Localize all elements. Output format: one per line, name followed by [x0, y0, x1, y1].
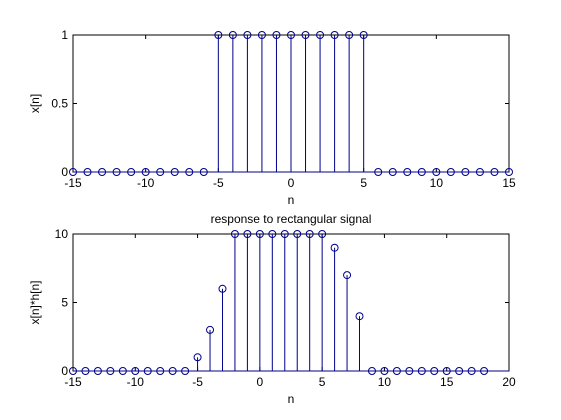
x-tick-label: -5: [192, 375, 203, 389]
x-tick-label: 0: [257, 375, 264, 389]
stem-marker: [330, 31, 339, 39]
y-tick-label: 0: [61, 165, 68, 179]
x-tick-label: 0: [288, 176, 295, 190]
top-stem-plot: -15 -10 -5 0 5 10 15 0 0.5 1 n x[n]: [28, 28, 516, 207]
y-axis-label: x[n]*h[n]: [28, 280, 42, 324]
x-tick-label: 15: [502, 176, 516, 190]
stem-marker: [316, 31, 325, 39]
stem-marker: [293, 230, 302, 238]
y-tick-label: 0: [61, 364, 68, 378]
stem-marker: [330, 243, 339, 252]
stem-marker: [228, 31, 237, 39]
stem-marker: [345, 31, 354, 39]
x-tick-label: 5: [360, 176, 367, 190]
stem-marker: [255, 230, 264, 238]
x-tick-label: -5: [213, 176, 224, 190]
stem-marker: [287, 31, 295, 39]
stem-marker: [193, 353, 202, 362]
x-tick-label: -15: [64, 375, 82, 389]
stem-marker: [268, 230, 277, 238]
stem-marker: [272, 31, 281, 39]
stem-marker: [343, 271, 352, 280]
x-axis-label: n: [288, 193, 295, 207]
stem-marker: [355, 312, 364, 321]
stem-marker: [305, 230, 314, 238]
stem-marker: [230, 230, 239, 238]
plot-title: response to rectangular signal: [211, 212, 372, 226]
stem-marker: [218, 284, 227, 293]
x-tick-label: 15: [440, 375, 454, 389]
stem-marker: [206, 325, 215, 334]
stem-marker: [301, 31, 310, 39]
x-tick-label: -15: [64, 176, 82, 190]
stem-marker: [214, 31, 223, 39]
x-tick-label: 5: [319, 375, 326, 389]
y-tick-label: 1: [61, 28, 68, 42]
stem-marker: [280, 230, 289, 238]
stem-marker: [318, 230, 327, 238]
stem-marker: [359, 31, 368, 39]
x-tick-label: 10: [378, 375, 392, 389]
y-tick-label: 5: [61, 296, 68, 310]
stem-marker: [257, 31, 266, 39]
x-tick-label: -10: [127, 375, 145, 389]
stem-marker: [243, 230, 252, 238]
axes-box: [72, 233, 510, 372]
x-tick-label: -10: [137, 176, 155, 190]
y-tick-label: 0.5: [51, 97, 68, 111]
bottom-stem-plot: -15 -10 -5 0 5 10 15 20 0 5 10 n x[n]*h[n] response t…: [28, 212, 516, 406]
x-axis-label: n: [288, 392, 295, 406]
x-tick-label: 20: [502, 375, 516, 389]
x-tick-label: 10: [430, 176, 444, 190]
y-tick-label: 10: [55, 227, 69, 241]
y-axis-label: x[n]: [28, 94, 42, 113]
stem-marker: [243, 31, 252, 39]
